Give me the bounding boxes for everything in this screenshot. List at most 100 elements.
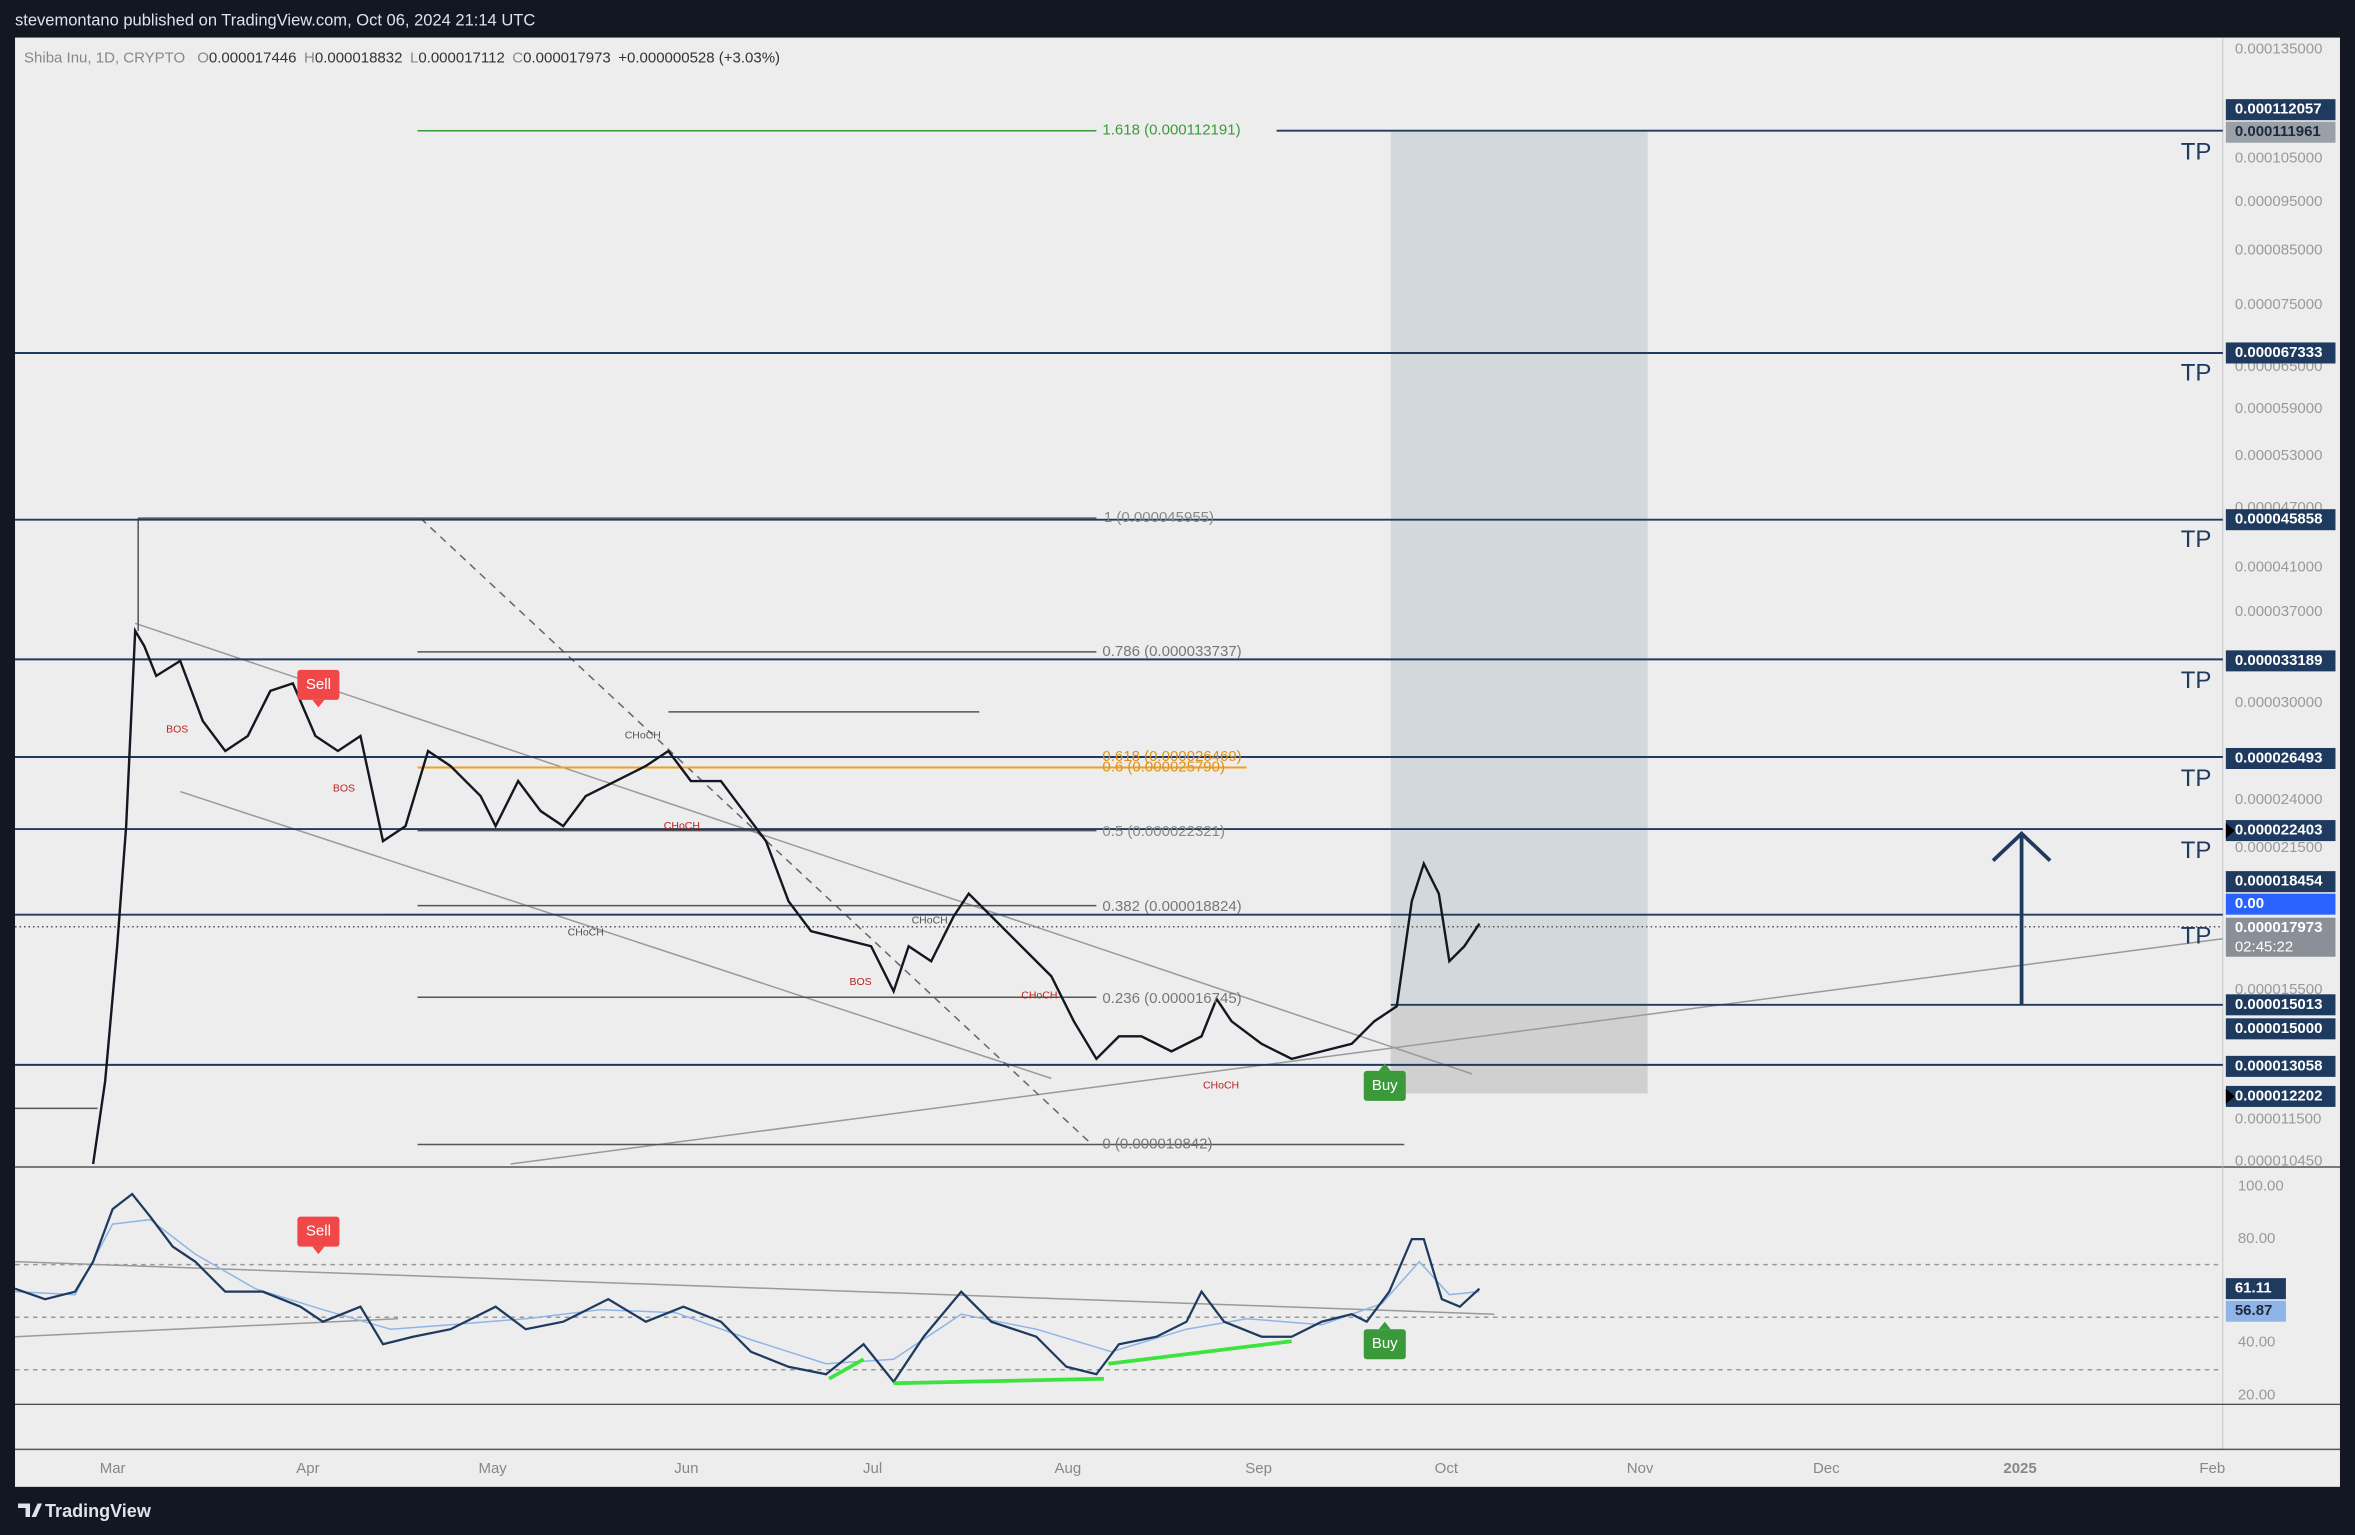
time-axis-label: Sep [1245, 1460, 1272, 1477]
tag-arrow [2225, 1088, 2235, 1104]
signal-pointer [312, 1246, 325, 1255]
price-tag [2225, 1085, 2336, 1107]
structure-label: BOS [850, 976, 872, 988]
time-axis-label: Nov [1627, 1460, 1654, 1477]
price-axis-label: 0.000059000 [2235, 400, 2323, 417]
price-axis-label: 0.000021500 [2235, 839, 2323, 856]
fib-label: 0.786 (0.000033737) [1102, 643, 1241, 660]
price-tag-text: 0.00 [2235, 895, 2264, 912]
legend-label: C [512, 50, 523, 67]
signal-badge [297, 669, 340, 700]
price-tag-text: 0.000026493 [2235, 749, 2323, 766]
fib-label: 0.5 (0.000022321) [1102, 823, 1225, 840]
fib-diagonal [420, 517, 1093, 1146]
structure-label: BOS [333, 782, 355, 794]
legend-value: 0.000017446 [209, 50, 297, 67]
time-axis-label: Dec [1813, 1460, 1840, 1477]
divergence [828, 1357, 865, 1381]
structure-label: CHoCH [568, 926, 604, 938]
target-arrow [1991, 830, 2052, 1005]
divergence [893, 1376, 1104, 1386]
legend-change: +0.000000528 (+3.03%) [618, 50, 780, 67]
price-tag-text: 0.000112057 [2235, 101, 2322, 118]
time-axis-label: May [478, 1460, 507, 1477]
price-tag-text: 0.000017973 [2235, 919, 2323, 936]
legend-label: O [197, 50, 209, 67]
rsi-axis-label: 80.00 [2238, 1230, 2276, 1247]
price-tag-text: 0.000015013 [2235, 996, 2323, 1013]
chart-background [15, 37, 2340, 1487]
legend-value: 0.000017973 [523, 50, 611, 67]
structure-label: CHoCH [664, 820, 700, 832]
time-axis-label: 2025 [2003, 1460, 2036, 1477]
trendlines [14, 622, 2223, 1338]
fib-label: 0.618 (0.000026469) [1102, 748, 1241, 765]
price-axis-label: 0.000010450 [2235, 1152, 2323, 1169]
structure-label: CHoCH [1021, 990, 1057, 1002]
tp-label: TP [2181, 359, 2212, 386]
tp-label: TP [2181, 526, 2212, 553]
price-series [91, 626, 1481, 1165]
price-axis-label: 0.000095000 [2235, 193, 2323, 210]
price-tag [2225, 820, 2336, 842]
footer-brand: TradingView [45, 1501, 152, 1521]
price-tag [2225, 893, 2336, 915]
price-axis-label: 0.000075000 [2235, 296, 2323, 313]
price-tag-text: 0.000022403 [2235, 822, 2323, 839]
signal-pointer [1378, 1321, 1391, 1330]
price-tag-text: 0.000033189 [2235, 652, 2323, 669]
tag-arrow [2225, 823, 2235, 839]
tp-label: TP [2181, 765, 2212, 792]
legend-value: 0.000017112 [418, 50, 504, 67]
rsi-tag-text: 56.87 [2235, 1302, 2273, 1319]
price-axis-label: 0.000030000 [2235, 694, 2323, 711]
rsi-tag [2225, 1300, 2286, 1322]
price-axis-label: 0.000041000 [2235, 558, 2323, 575]
price-axis-label: 0.000085000 [2235, 242, 2323, 259]
divergence [1108, 1339, 1292, 1366]
price-tag-text: 0.000067333 [2235, 344, 2323, 361]
price-tag [2225, 650, 2336, 672]
signal-badge [297, 1216, 340, 1247]
tp-label: TP [2181, 923, 2212, 950]
price-tag [2225, 1055, 2336, 1077]
price-tag [2225, 994, 2336, 1016]
fib-label: 0 (0.000010842) [1102, 1135, 1212, 1152]
time-axis-label: Apr [296, 1460, 319, 1477]
price-tag-text: 0.000111961 [2235, 123, 2321, 140]
price-tag-text: 0.000045858 [2235, 511, 2323, 528]
time-axis-label: Mar [100, 1460, 126, 1477]
price-axis-label: 0.000024000 [2235, 791, 2323, 808]
rsi-tag [2225, 1278, 2286, 1300]
price-tag [2225, 871, 2336, 893]
signal-text: Buy [1372, 1335, 1398, 1352]
fib-label: 0.236 (0.000016745) [1102, 990, 1241, 1007]
price-axis-label: 0.000037000 [2235, 603, 2323, 620]
countdown: 02:45:22 [2235, 939, 2293, 956]
signal-pointer [1378, 1063, 1391, 1071]
signal-badge [1363, 1070, 1406, 1101]
rsi-tag-text: 61.11 [2235, 1280, 2272, 1297]
tp-lines [15, 351, 2223, 1066]
rsi-ma [14, 1218, 1480, 1365]
price-tag [2225, 342, 2336, 364]
rsi-axis-label: 100.00 [2238, 1178, 2284, 1195]
price-axis-label: 0.000053000 [2235, 447, 2323, 464]
rsi-line [14, 1192, 1481, 1384]
footer-logo [18, 1503, 43, 1517]
price-tag-text: 0.000013058 [2235, 1057, 2323, 1074]
structure-label: CHoCH [625, 730, 661, 742]
price-tag [2225, 917, 2336, 957]
price-tag-text: 0.000012202 [2235, 1087, 2323, 1104]
footer-bar [0, 1486, 2355, 1535]
tp-label: TP [2181, 667, 2212, 694]
price-tag [2225, 747, 2336, 770]
price-tag-text: 0.000015000 [2235, 1020, 2323, 1037]
fib-label: 0.6 (0.000025790) [1102, 758, 1225, 775]
structure-label: BOS [166, 724, 188, 736]
fib-label: 1 (0.000045955) [1104, 509, 1214, 526]
stop-zone [1390, 1004, 1648, 1094]
price-tag [2225, 121, 2336, 143]
